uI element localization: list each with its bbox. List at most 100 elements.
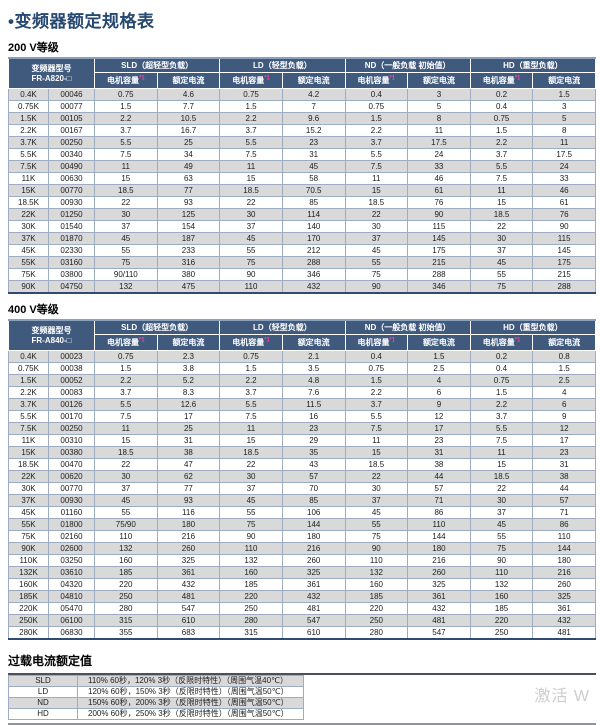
cell: 29 — [281, 434, 346, 447]
cell: 180 — [156, 518, 221, 531]
cell: 160 — [344, 578, 409, 591]
cell: 55 — [94, 506, 158, 519]
cell: 01870 — [48, 232, 95, 245]
cell: 1.5 — [469, 386, 534, 399]
cell: 160 — [94, 554, 158, 567]
cell: 75 — [469, 542, 534, 555]
cell: SLD — [8, 675, 78, 687]
cell: 0.4 — [344, 350, 409, 363]
cell: 34 — [156, 148, 221, 161]
cell: 5.5 — [219, 398, 283, 411]
cell: 547 — [281, 614, 346, 627]
cell: 481 — [532, 626, 596, 640]
cell: 7.5K — [8, 422, 49, 435]
cell: 86 — [532, 518, 596, 531]
table-row: 160K 04320 220 432 185 361 160 325 132 260 — [8, 578, 596, 591]
cell: 125 — [156, 208, 221, 221]
col-header-capacity: 电机容量*1 — [469, 334, 534, 351]
table-row: 11K 00630 15 63 15 58 11 46 7.5 33 — [8, 172, 596, 185]
table-row: HD 200% 60秒，250% 3秒（反限时特性）（周围气温50℃） — [8, 708, 304, 720]
cell: 00770 — [48, 184, 95, 197]
cell: 90/110 — [94, 268, 158, 281]
cell: 325 — [407, 578, 471, 591]
cell: 325 — [156, 554, 221, 567]
table-row: 1.5K 00052 2.2 5.2 2.2 4.8 1.5 4 0.75 2.5 — [8, 374, 596, 387]
cell: 75K — [8, 268, 49, 281]
cell: 30 — [469, 494, 534, 507]
cell: 23 — [281, 136, 346, 149]
cell: 2.5 — [407, 362, 471, 375]
cell: 5.5K — [8, 148, 49, 161]
cell: 280K — [8, 626, 49, 640]
cell: 17.5 — [532, 148, 596, 161]
model-header-line1: 变频器型号 — [31, 325, 72, 335]
cell: 250 — [219, 602, 283, 615]
cell: 260 — [407, 566, 471, 579]
cell: 7.7 — [156, 100, 221, 113]
cell: 18.5 — [94, 184, 158, 197]
footnote-marker: *1 — [138, 337, 145, 344]
table-row: 220K 05470 280 547 250 481 220 432 185 361 — [8, 602, 596, 615]
cell: 00167 — [48, 124, 95, 137]
cell: 3.7K — [8, 136, 49, 149]
cell: 22 — [94, 458, 158, 471]
table-row: 2.2K 00083 3.7 8.3 3.7 7.6 2.2 6 1.5 4 — [8, 386, 596, 399]
cell: 31 — [532, 458, 596, 471]
cell: 22 — [94, 196, 158, 209]
cell: 4 — [407, 374, 471, 387]
cell: 2.2K — [8, 386, 49, 399]
cell: 01800 — [48, 518, 95, 531]
cell: 00038 — [48, 362, 95, 375]
spec-table-200v-body: 0.4K 00046 0.75 4.6 0.75 4.2 0.4 3 0.2 1.5 0.75K 00… — [8, 88, 596, 294]
cell: 55 — [469, 268, 534, 281]
cell: 288 — [407, 268, 471, 281]
table-row: SLD 110% 60秒，120% 3秒（反限时特性）（周围气温40℃） — [8, 675, 304, 687]
table-row: 22K 01250 30 125 30 114 22 90 18.5 76 — [8, 208, 596, 221]
cell: 22 — [469, 482, 534, 495]
table-row: 18.5K 00470 22 47 22 43 18.5 38 15 31 — [8, 458, 596, 471]
cell: 216 — [281, 542, 346, 555]
cell: 75 — [469, 280, 534, 294]
cell: 315 — [94, 614, 158, 627]
group-header-nd: ND（一般负载 初始值） — [344, 319, 471, 335]
cell: 00170 — [48, 410, 95, 423]
cell: 17 — [156, 410, 221, 423]
cell: 11 — [219, 160, 283, 173]
cell: 4.6 — [156, 88, 221, 101]
cell: 11 — [344, 172, 409, 185]
cell: 55 — [94, 244, 158, 257]
cell: 5.5 — [94, 398, 158, 411]
cell: 30 — [219, 208, 283, 221]
cell: 30 — [344, 220, 409, 233]
cell: 45K — [8, 244, 49, 257]
cell: 90 — [219, 530, 283, 543]
cell: 37 — [469, 244, 534, 257]
cell: 0.75K — [8, 100, 49, 113]
cell: 15 — [94, 172, 158, 185]
cell: 8 — [532, 124, 596, 137]
cell: 23 — [281, 422, 346, 435]
cell: 0.75 — [469, 112, 534, 125]
cell: 361 — [156, 566, 221, 579]
cell: 150% 60秒，200% 3秒（反限时特性）（周围气温50℃） — [77, 697, 304, 709]
cell: 45 — [94, 232, 158, 245]
cell: ND — [8, 697, 78, 709]
cell: 37K — [8, 232, 49, 245]
cell: 1.5 — [344, 374, 409, 387]
cell: 18.5K — [8, 196, 49, 209]
cell: 3.7 — [469, 410, 534, 423]
cell: 110 — [407, 518, 471, 531]
cell: 1.5 — [344, 112, 409, 125]
cell: 75 — [344, 530, 409, 543]
cell: 5.5 — [219, 136, 283, 149]
cell: 33 — [532, 172, 596, 185]
cell: 33 — [407, 160, 471, 173]
title-text: 变频器额定规格表 — [14, 12, 155, 31]
table-row: 37K 00930 45 93 45 85 37 71 30 57 — [8, 494, 596, 507]
cell: 7.5 — [94, 410, 158, 423]
cell: 1.5 — [407, 350, 471, 363]
cell: 3.7 — [469, 148, 534, 161]
table-row: 0.75K 00038 1.5 3.8 1.5 3.5 0.75 2.5 0.4 1.5 — [8, 362, 596, 375]
cell: 220 — [469, 614, 534, 627]
cell: 4.2 — [281, 88, 346, 101]
